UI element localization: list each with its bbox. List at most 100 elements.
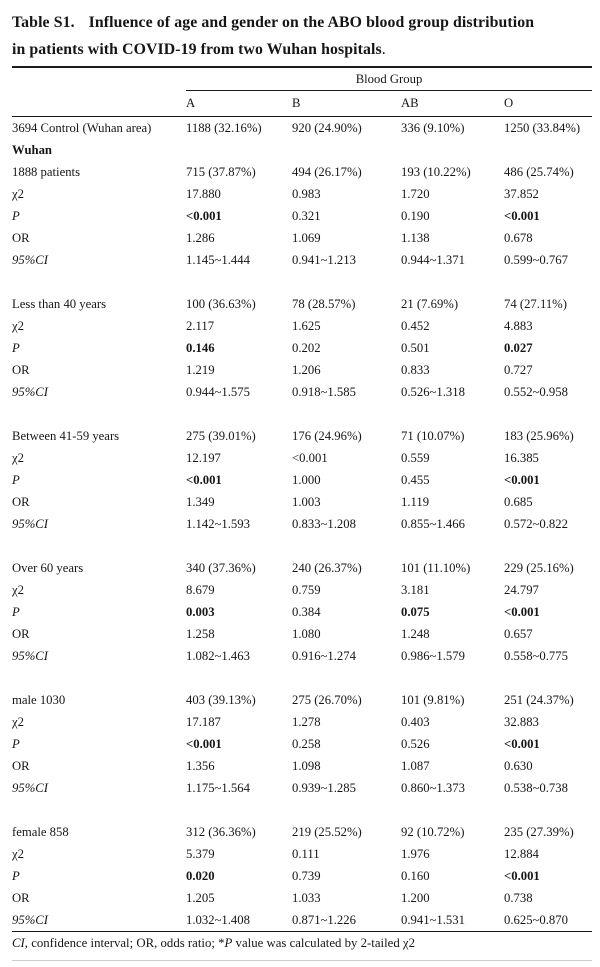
row-label: 95%CI bbox=[12, 516, 48, 531]
table-title: Table S1. Influence of age and gender on … bbox=[12, 9, 592, 68]
table-row: χ2 5.379 0.111 1.976 12.884 bbox=[12, 843, 592, 865]
cell-ab: 0.455 bbox=[401, 472, 430, 487]
spacer-cell bbox=[12, 403, 592, 425]
cell-b: 494 (26.17%) bbox=[292, 164, 362, 179]
cell-a: 17.187 bbox=[186, 714, 221, 729]
cell-o: 24.797 bbox=[504, 582, 539, 597]
table-row: χ2 12.197 <0.001 0.559 16.385 bbox=[12, 447, 592, 469]
cell-o: 0.538~0.738 bbox=[504, 780, 568, 795]
cell-b: 0.833~1.208 bbox=[292, 516, 356, 531]
row-label: 95%CI bbox=[12, 648, 48, 663]
cell-b: 176 (24.96%) bbox=[292, 428, 362, 443]
table-title-line1: Influence of age and gender on the ABO b… bbox=[88, 14, 535, 31]
row-label: χ2 bbox=[12, 318, 24, 333]
table-row: Between 41-59 years 275 (39.01%) 176 (24.9… bbox=[12, 425, 592, 447]
cell-o: 4.883 bbox=[504, 318, 533, 333]
cell-b: 920 (24.90%) bbox=[292, 120, 362, 135]
column-header-b: B bbox=[292, 90, 401, 117]
cell-a: 403 (39.13%) bbox=[186, 692, 256, 707]
cell-o: <0.001 bbox=[504, 868, 540, 883]
cell-ab: 0.452 bbox=[401, 318, 430, 333]
cell-o: 0.657 bbox=[504, 626, 533, 641]
cell-ab: 0.860~1.373 bbox=[401, 780, 465, 795]
cell-o: 32.883 bbox=[504, 714, 539, 729]
cell-b: 219 (25.52%) bbox=[292, 824, 362, 839]
row-label: 95%CI bbox=[12, 780, 48, 795]
cell-a: <0.001 bbox=[186, 736, 222, 751]
cell-b: 0.384 bbox=[292, 604, 321, 619]
cell-a: 1.219 bbox=[186, 362, 215, 377]
cell-a: 1.286 bbox=[186, 230, 215, 245]
cell-o: 0.558~0.775 bbox=[504, 648, 568, 663]
cell-a: 5.379 bbox=[186, 846, 215, 861]
cell-a: 1.032~1.408 bbox=[186, 912, 250, 927]
cell-o: <0.001 bbox=[504, 604, 540, 619]
table-row: OR 1.286 1.069 1.138 0.678 bbox=[12, 227, 592, 249]
footnote-term: P bbox=[224, 936, 233, 950]
cell-o: 229 (25.16%) bbox=[504, 560, 574, 575]
table-row: Less than 40 years 100 (36.63%) 78 (28.57%… bbox=[12, 293, 592, 315]
cell-b: 0.916~1.274 bbox=[292, 648, 356, 663]
spacer-row bbox=[12, 799, 592, 821]
cell-ab: 0.160 bbox=[401, 868, 430, 883]
row-label: OR bbox=[12, 230, 30, 245]
table-row: OR 1.356 1.098 1.087 0.630 bbox=[12, 755, 592, 777]
cell-b: 0.258 bbox=[292, 736, 321, 751]
cell-ab: 0.833 bbox=[401, 362, 430, 377]
cell-ab: 1.200 bbox=[401, 890, 430, 905]
footnote-term: CI bbox=[12, 936, 25, 950]
cell-b: 1.069 bbox=[292, 230, 321, 245]
cell-b bbox=[292, 139, 401, 161]
row-label: P bbox=[12, 208, 20, 223]
table-row: 95%CI 1.142~1.593 0.833~1.208 0.855~1.466 0.… bbox=[12, 513, 592, 535]
cell-ab: 193 (10.22%) bbox=[401, 164, 471, 179]
cell-o: 1250 (33.84%) bbox=[504, 120, 581, 135]
table-title-period: . bbox=[381, 41, 386, 58]
row-label: χ2 bbox=[12, 450, 24, 465]
cell-b: 1.033 bbox=[292, 890, 321, 905]
table-row: P 0.146 0.202 0.501 0.027 bbox=[12, 337, 592, 359]
cell-a: 1.142~1.593 bbox=[186, 516, 250, 531]
cell-b: 1.080 bbox=[292, 626, 321, 641]
cell-b: 0.202 bbox=[292, 340, 321, 355]
cell-ab: 0.526 bbox=[401, 736, 430, 751]
row-label: Wuhan bbox=[12, 142, 52, 157]
column-header-ab: AB bbox=[401, 90, 504, 117]
row-label: Over 60 years bbox=[12, 560, 84, 575]
row-label: 3694 Control (Wuhan area) bbox=[12, 120, 152, 135]
cell-ab: 1.087 bbox=[401, 758, 430, 773]
cell-ab: 1.720 bbox=[401, 186, 430, 201]
cell-a: <0.001 bbox=[186, 208, 222, 223]
cell-b: 1.098 bbox=[292, 758, 321, 773]
table-row: female 858 312 (36.36%) 219 (25.52%) 92 (10… bbox=[12, 821, 592, 843]
spacer-row bbox=[12, 403, 592, 425]
spacer-row bbox=[12, 667, 592, 689]
row-label: OR bbox=[12, 362, 30, 377]
cell-o: 0.572~0.822 bbox=[504, 516, 568, 531]
row-label: 95%CI bbox=[12, 384, 48, 399]
cell-b: 275 (26.70%) bbox=[292, 692, 362, 707]
cell-ab: 3.181 bbox=[401, 582, 430, 597]
cell-b: 1.625 bbox=[292, 318, 321, 333]
cell-b: 0.983 bbox=[292, 186, 321, 201]
row-label: 95%CI bbox=[12, 912, 48, 927]
cell-a: 0.944~1.575 bbox=[186, 384, 250, 399]
cell-ab: 0.559 bbox=[401, 450, 430, 465]
cell-b: 1.278 bbox=[292, 714, 321, 729]
table-row: OR 1.219 1.206 0.833 0.727 bbox=[12, 359, 592, 381]
cell-a: 2.117 bbox=[186, 318, 215, 333]
cell-ab: 71 (10.07%) bbox=[401, 428, 465, 443]
table-row: 95%CI 1.032~1.408 0.871~1.226 0.941~1.531 0.… bbox=[12, 909, 592, 931]
cell-ab: 0.075 bbox=[401, 604, 430, 619]
cell-o: 0.552~0.958 bbox=[504, 384, 568, 399]
cell-b: 0.739 bbox=[292, 868, 321, 883]
row-label: χ2 bbox=[12, 714, 24, 729]
cell-ab: 0.855~1.466 bbox=[401, 516, 465, 531]
cell-ab: 0.941~1.531 bbox=[401, 912, 465, 927]
row-label: OR bbox=[12, 626, 30, 641]
cell-o: 0.027 bbox=[504, 340, 533, 355]
column-header-a: A bbox=[186, 90, 292, 117]
row-label: P bbox=[12, 340, 20, 355]
cell-a: 715 (37.87%) bbox=[186, 164, 256, 179]
footnote-text: , confidence interval; OR, odds ratio; * bbox=[24, 936, 225, 950]
